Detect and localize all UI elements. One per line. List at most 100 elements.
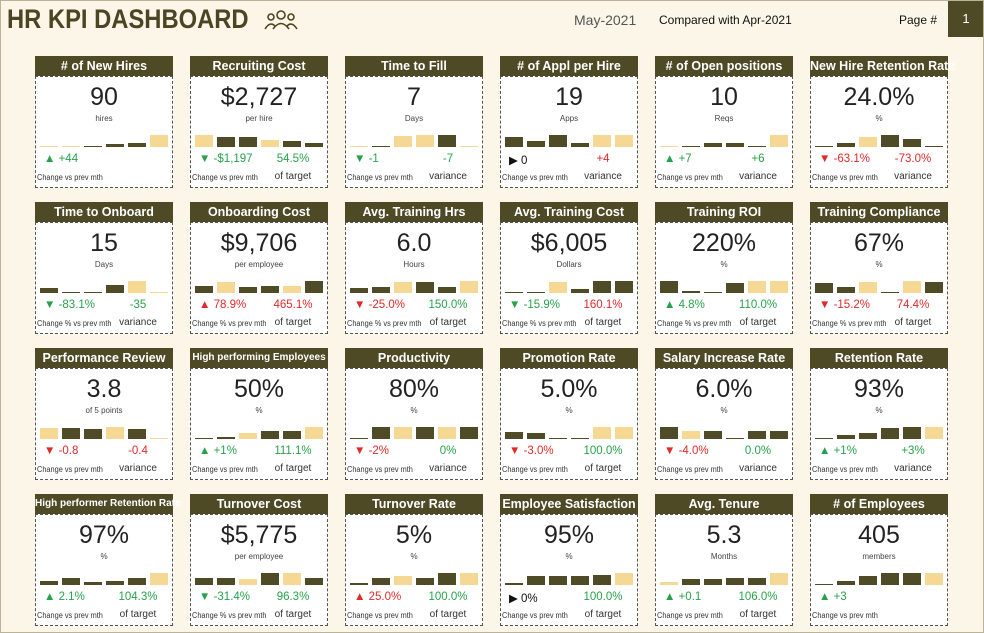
card-header bbox=[190, 202, 328, 222]
target-label: of target bbox=[429, 609, 467, 620]
kpi-value: 95% bbox=[543, 521, 595, 549]
mini-bar bbox=[217, 577, 235, 585]
change: ▼ -83.1% bbox=[44, 299, 96, 311]
card-body bbox=[190, 514, 328, 626]
mini-bar bbox=[239, 433, 257, 439]
kpi-unit: Dollars bbox=[556, 260, 582, 269]
target: +4 bbox=[596, 153, 610, 165]
mini-bar bbox=[925, 145, 943, 147]
kpi-value: $5,775 bbox=[220, 521, 298, 549]
kpi-unit: Hours bbox=[403, 260, 425, 269]
mini-bar bbox=[394, 282, 412, 293]
card-title: # of Employees bbox=[833, 497, 925, 511]
target: 0% bbox=[439, 445, 457, 457]
mini-bar bbox=[549, 135, 567, 147]
dashboard-title: HR KPI DASHBOARD bbox=[7, 4, 249, 34]
card-title: Employee Satisfaction bbox=[502, 497, 636, 511]
mini-bar bbox=[837, 435, 855, 439]
mini-bar bbox=[815, 145, 833, 147]
card-header bbox=[500, 348, 638, 368]
change-label: Change vs prev mth bbox=[347, 465, 413, 474]
mini-bar bbox=[571, 289, 589, 293]
mini-bar bbox=[770, 431, 788, 439]
change: ▼ -4.0% bbox=[664, 445, 709, 457]
mini-bar bbox=[505, 291, 523, 293]
mini-bar bbox=[682, 290, 700, 293]
card-body bbox=[500, 76, 638, 188]
target: -73.0% bbox=[894, 153, 932, 165]
mini-bar bbox=[416, 578, 434, 585]
mini-bar bbox=[239, 137, 257, 147]
change-label: Change vs prev mth bbox=[657, 173, 723, 182]
change-label: Change vs prev mth bbox=[812, 173, 878, 182]
mini-bar bbox=[40, 581, 58, 585]
change: ▼ -$1,197 bbox=[199, 153, 253, 165]
target: -35 bbox=[129, 299, 147, 311]
card-title: New Hire Retention Rate bbox=[810, 59, 956, 73]
kpi-unit: per employee bbox=[234, 552, 284, 561]
mini-bar bbox=[84, 429, 102, 439]
kpi-value: 80% bbox=[388, 375, 440, 403]
change-label: Change vs prev mth bbox=[192, 465, 258, 474]
card-header bbox=[810, 494, 948, 514]
kpi-unit: members bbox=[862, 552, 896, 561]
card-body bbox=[190, 368, 328, 480]
mini-bar bbox=[40, 146, 58, 147]
card-header bbox=[35, 348, 173, 368]
change: ▲ 78.9% bbox=[199, 299, 247, 311]
target-label: variance bbox=[739, 171, 777, 182]
mini-bar bbox=[903, 573, 921, 585]
card-title: Avg. Training Hrs bbox=[362, 205, 466, 219]
mini-bar bbox=[748, 431, 766, 439]
card-header bbox=[655, 348, 793, 368]
mini-bar bbox=[837, 580, 855, 585]
mini-bar bbox=[527, 141, 545, 147]
mini-bar bbox=[128, 429, 146, 439]
card-header bbox=[35, 56, 173, 76]
card-body bbox=[345, 514, 483, 626]
people-icon bbox=[264, 10, 298, 30]
kpi-unit: % bbox=[875, 406, 883, 415]
target: 111.1% bbox=[274, 445, 312, 457]
mini-bar bbox=[217, 137, 235, 147]
target: 54.5% bbox=[276, 153, 310, 165]
mini-bar bbox=[615, 427, 633, 439]
card-header bbox=[500, 56, 638, 76]
mini-bar bbox=[283, 573, 301, 585]
kpi-unit: % bbox=[255, 406, 263, 415]
mini-bar bbox=[84, 291, 102, 293]
target-label: of target bbox=[894, 317, 932, 328]
mini-bar bbox=[571, 437, 589, 439]
mini-bar bbox=[62, 146, 80, 147]
mini-bar bbox=[704, 431, 722, 439]
mini-bar bbox=[350, 146, 368, 147]
mini-bar bbox=[726, 577, 744, 585]
mini-bar bbox=[460, 427, 478, 439]
card-body bbox=[810, 368, 948, 480]
mini-bar bbox=[84, 582, 102, 585]
target-label: of target bbox=[584, 463, 622, 474]
mini-bar bbox=[372, 145, 390, 147]
card-body bbox=[345, 76, 483, 188]
card-header bbox=[345, 348, 483, 368]
card-body bbox=[655, 368, 793, 480]
mini-bar bbox=[460, 573, 478, 585]
card-header bbox=[655, 56, 793, 76]
comparison: Compared with Apr-2021 bbox=[659, 13, 792, 27]
card-body bbox=[655, 222, 793, 334]
mini-bar bbox=[837, 287, 855, 293]
mini-bar bbox=[372, 427, 390, 439]
target-label: of target bbox=[119, 609, 157, 620]
mini-bar bbox=[815, 437, 833, 439]
kpi-value: 3.8 bbox=[86, 375, 122, 403]
mini-bar bbox=[615, 281, 633, 293]
mini-bar bbox=[682, 145, 700, 147]
mini-bar bbox=[128, 578, 146, 585]
mini-bar bbox=[815, 283, 833, 293]
card-title: # of Open positions bbox=[665, 59, 783, 73]
target: +3% bbox=[901, 445, 925, 457]
mini-bar bbox=[615, 573, 633, 585]
kpi-value: 24.0% bbox=[843, 83, 915, 111]
mini-bar bbox=[305, 143, 323, 147]
target: 100.0% bbox=[583, 445, 623, 457]
